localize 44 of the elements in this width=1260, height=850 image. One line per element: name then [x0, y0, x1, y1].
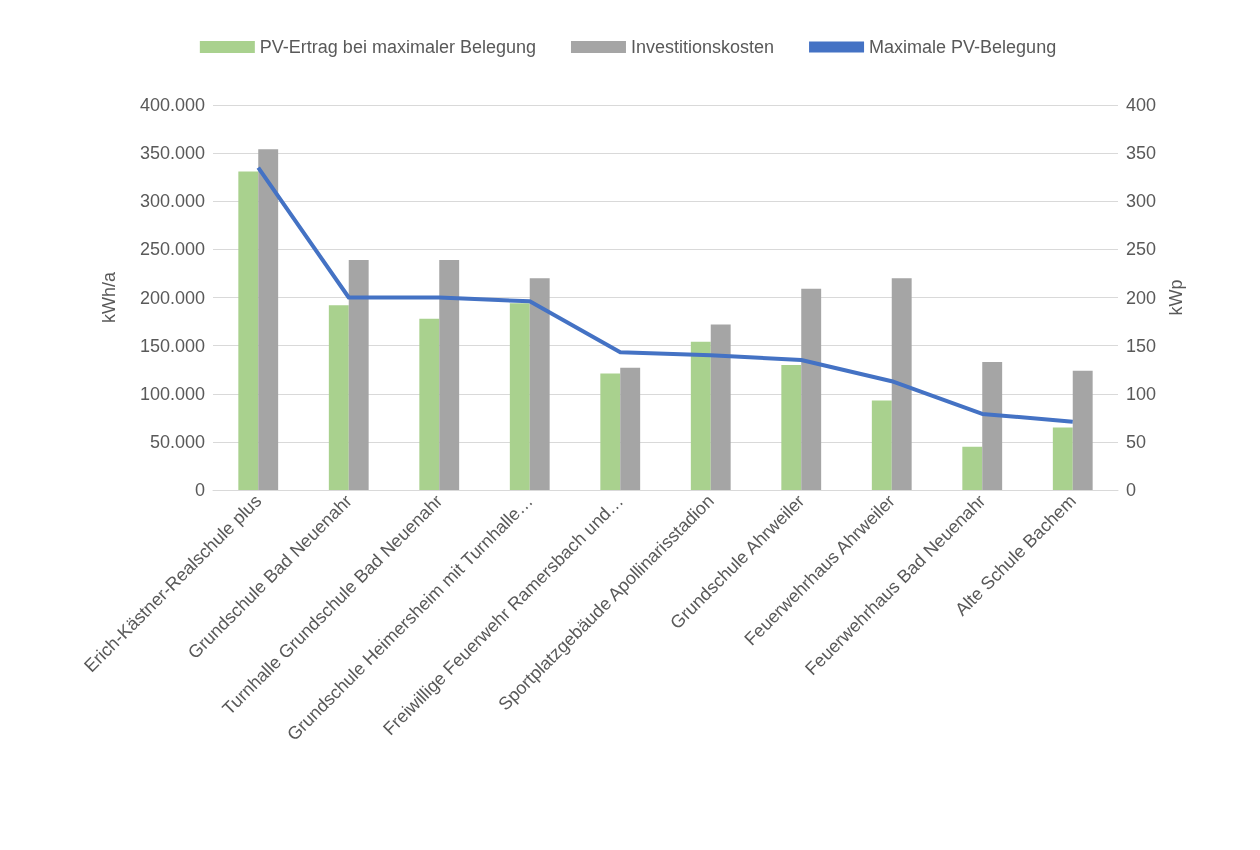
bar [348, 259, 369, 490]
y-tick-label: 50.000 [149, 431, 205, 452]
y2-tick-label: 50 [1126, 431, 1147, 452]
bar [690, 341, 711, 490]
y2-tick-label: 100 [1126, 383, 1157, 404]
y-tick-label: 0 [194, 480, 205, 500]
y2-tick-label: 300 [1126, 191, 1157, 212]
bar [710, 324, 731, 490]
bar [781, 364, 802, 490]
y-axis-title: kWh/a [99, 271, 119, 324]
y2-tick-label: 400 [1126, 95, 1157, 115]
bar [982, 361, 1003, 490]
bar [620, 367, 641, 490]
y2-tick-label: 150 [1126, 335, 1157, 356]
bar [238, 171, 259, 490]
bar [1072, 370, 1093, 490]
y-tick-label: 350.000 [139, 143, 205, 164]
y-tick-label: 400.000 [139, 95, 205, 115]
line-series [256, 165, 1075, 424]
bar [891, 278, 912, 490]
bar [419, 318, 440, 490]
y-tick-label: 200.000 [139, 287, 205, 308]
bar [962, 446, 983, 490]
y2-tick-label: 350 [1126, 143, 1157, 164]
y2-tick-label: 0 [1126, 480, 1137, 500]
y-tick-label: 150.000 [139, 335, 205, 356]
y2-tick-label: 200 [1126, 287, 1157, 308]
y-tick-label: 300.000 [139, 191, 205, 212]
y-tick-label: 100.000 [139, 383, 205, 404]
bar [258, 149, 279, 490]
legend-label: Investitionskosten [630, 37, 775, 57]
bar [439, 259, 460, 490]
bar [871, 400, 892, 490]
y2-axis-title: kWp [1165, 279, 1186, 316]
y2-tick-label: 250 [1126, 239, 1157, 260]
bar [801, 288, 822, 490]
bar [509, 303, 530, 490]
bar [600, 373, 621, 490]
bar [1052, 427, 1073, 490]
y-tick-label: 250.000 [139, 239, 205, 260]
legend-label: Maximale PV-Belegung [869, 37, 1057, 57]
bar [529, 278, 550, 490]
legend-label: PV-Ertrag bei maximaler Belegung [259, 37, 536, 57]
bar [328, 305, 349, 490]
